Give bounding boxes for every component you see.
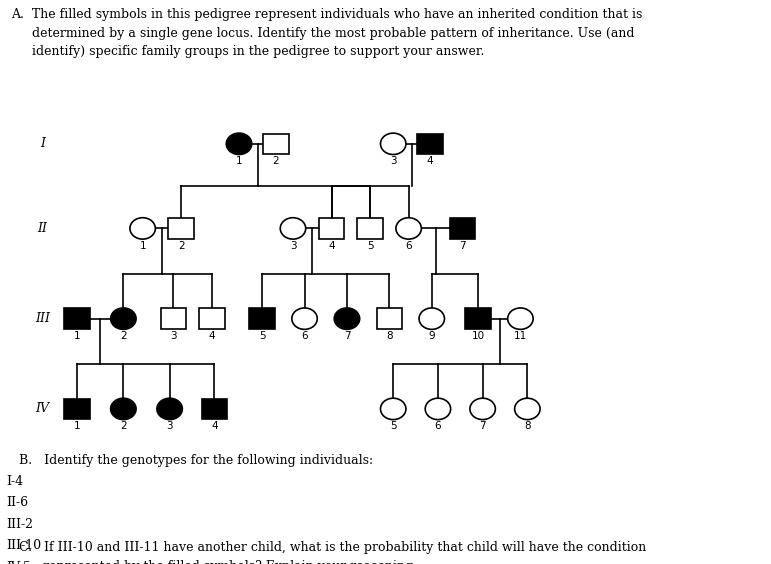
Text: 4: 4 bbox=[211, 421, 217, 431]
Text: 1: 1 bbox=[74, 331, 80, 341]
Text: III-2: III-2 bbox=[6, 518, 33, 531]
Ellipse shape bbox=[291, 308, 318, 329]
Ellipse shape bbox=[380, 133, 406, 155]
Text: 7: 7 bbox=[344, 331, 350, 341]
Text: 4: 4 bbox=[209, 331, 215, 341]
Text: 4: 4 bbox=[427, 156, 433, 166]
Text: 5: 5 bbox=[367, 241, 373, 251]
Text: 2: 2 bbox=[178, 241, 184, 251]
Ellipse shape bbox=[470, 398, 495, 420]
Text: 4: 4 bbox=[328, 241, 335, 251]
Ellipse shape bbox=[111, 398, 136, 420]
Text: 3: 3 bbox=[290, 241, 296, 251]
Text: 9: 9 bbox=[429, 331, 435, 341]
Text: 5: 5 bbox=[390, 421, 396, 431]
Ellipse shape bbox=[335, 308, 359, 329]
Text: 3: 3 bbox=[170, 331, 177, 341]
Text: 8: 8 bbox=[524, 421, 530, 431]
Ellipse shape bbox=[396, 218, 421, 239]
Text: 6: 6 bbox=[406, 241, 412, 251]
Text: 2: 2 bbox=[120, 421, 126, 431]
Text: 3: 3 bbox=[167, 421, 173, 431]
FancyBboxPatch shape bbox=[263, 134, 288, 154]
Text: III-10: III-10 bbox=[6, 539, 42, 552]
Text: II: II bbox=[38, 222, 47, 235]
Text: 6: 6 bbox=[301, 331, 308, 341]
Text: 5: 5 bbox=[259, 331, 265, 341]
Text: A.  The filled symbols in this pedigree represent individuals who have an inheri: A. The filled symbols in this pedigree r… bbox=[12, 8, 643, 59]
Text: B.   Identify the genotypes for the following individuals:: B. Identify the genotypes for the follow… bbox=[19, 454, 373, 467]
Text: C.   If III-10 and III-11 have another child, what is the probability that child: C. If III-10 and III-11 have another chi… bbox=[19, 541, 647, 564]
Text: 3: 3 bbox=[390, 156, 396, 166]
Text: II-6: II-6 bbox=[6, 496, 29, 509]
Text: 11: 11 bbox=[513, 331, 527, 341]
Text: 7: 7 bbox=[460, 241, 466, 251]
Ellipse shape bbox=[111, 308, 136, 329]
Text: 7: 7 bbox=[480, 421, 486, 431]
Text: IV: IV bbox=[35, 402, 49, 416]
FancyBboxPatch shape bbox=[418, 134, 443, 154]
Text: I-4: I-4 bbox=[6, 475, 23, 488]
Ellipse shape bbox=[281, 218, 305, 239]
FancyBboxPatch shape bbox=[65, 399, 89, 419]
FancyBboxPatch shape bbox=[357, 218, 382, 239]
FancyBboxPatch shape bbox=[249, 309, 275, 329]
Text: 6: 6 bbox=[435, 421, 441, 431]
Ellipse shape bbox=[157, 398, 182, 420]
FancyBboxPatch shape bbox=[466, 309, 491, 329]
FancyBboxPatch shape bbox=[199, 309, 225, 329]
FancyBboxPatch shape bbox=[202, 399, 227, 419]
Text: III: III bbox=[35, 312, 50, 325]
Ellipse shape bbox=[515, 398, 540, 420]
Text: 1: 1 bbox=[74, 421, 80, 431]
Ellipse shape bbox=[130, 218, 155, 239]
Text: 1: 1 bbox=[140, 241, 146, 251]
FancyBboxPatch shape bbox=[319, 218, 344, 239]
Text: IV-5: IV-5 bbox=[6, 561, 31, 564]
Text: I: I bbox=[40, 137, 45, 151]
Text: 1: 1 bbox=[236, 156, 242, 166]
Text: 2: 2 bbox=[273, 156, 279, 166]
FancyBboxPatch shape bbox=[168, 218, 194, 239]
Text: 10: 10 bbox=[471, 331, 485, 341]
FancyBboxPatch shape bbox=[450, 218, 475, 239]
FancyBboxPatch shape bbox=[160, 309, 187, 329]
Ellipse shape bbox=[419, 308, 444, 329]
FancyBboxPatch shape bbox=[376, 309, 402, 329]
Ellipse shape bbox=[227, 133, 251, 155]
Text: 8: 8 bbox=[386, 331, 392, 341]
FancyBboxPatch shape bbox=[65, 309, 89, 329]
Ellipse shape bbox=[380, 398, 406, 420]
Ellipse shape bbox=[508, 308, 534, 329]
Text: 2: 2 bbox=[120, 331, 126, 341]
Ellipse shape bbox=[425, 398, 450, 420]
